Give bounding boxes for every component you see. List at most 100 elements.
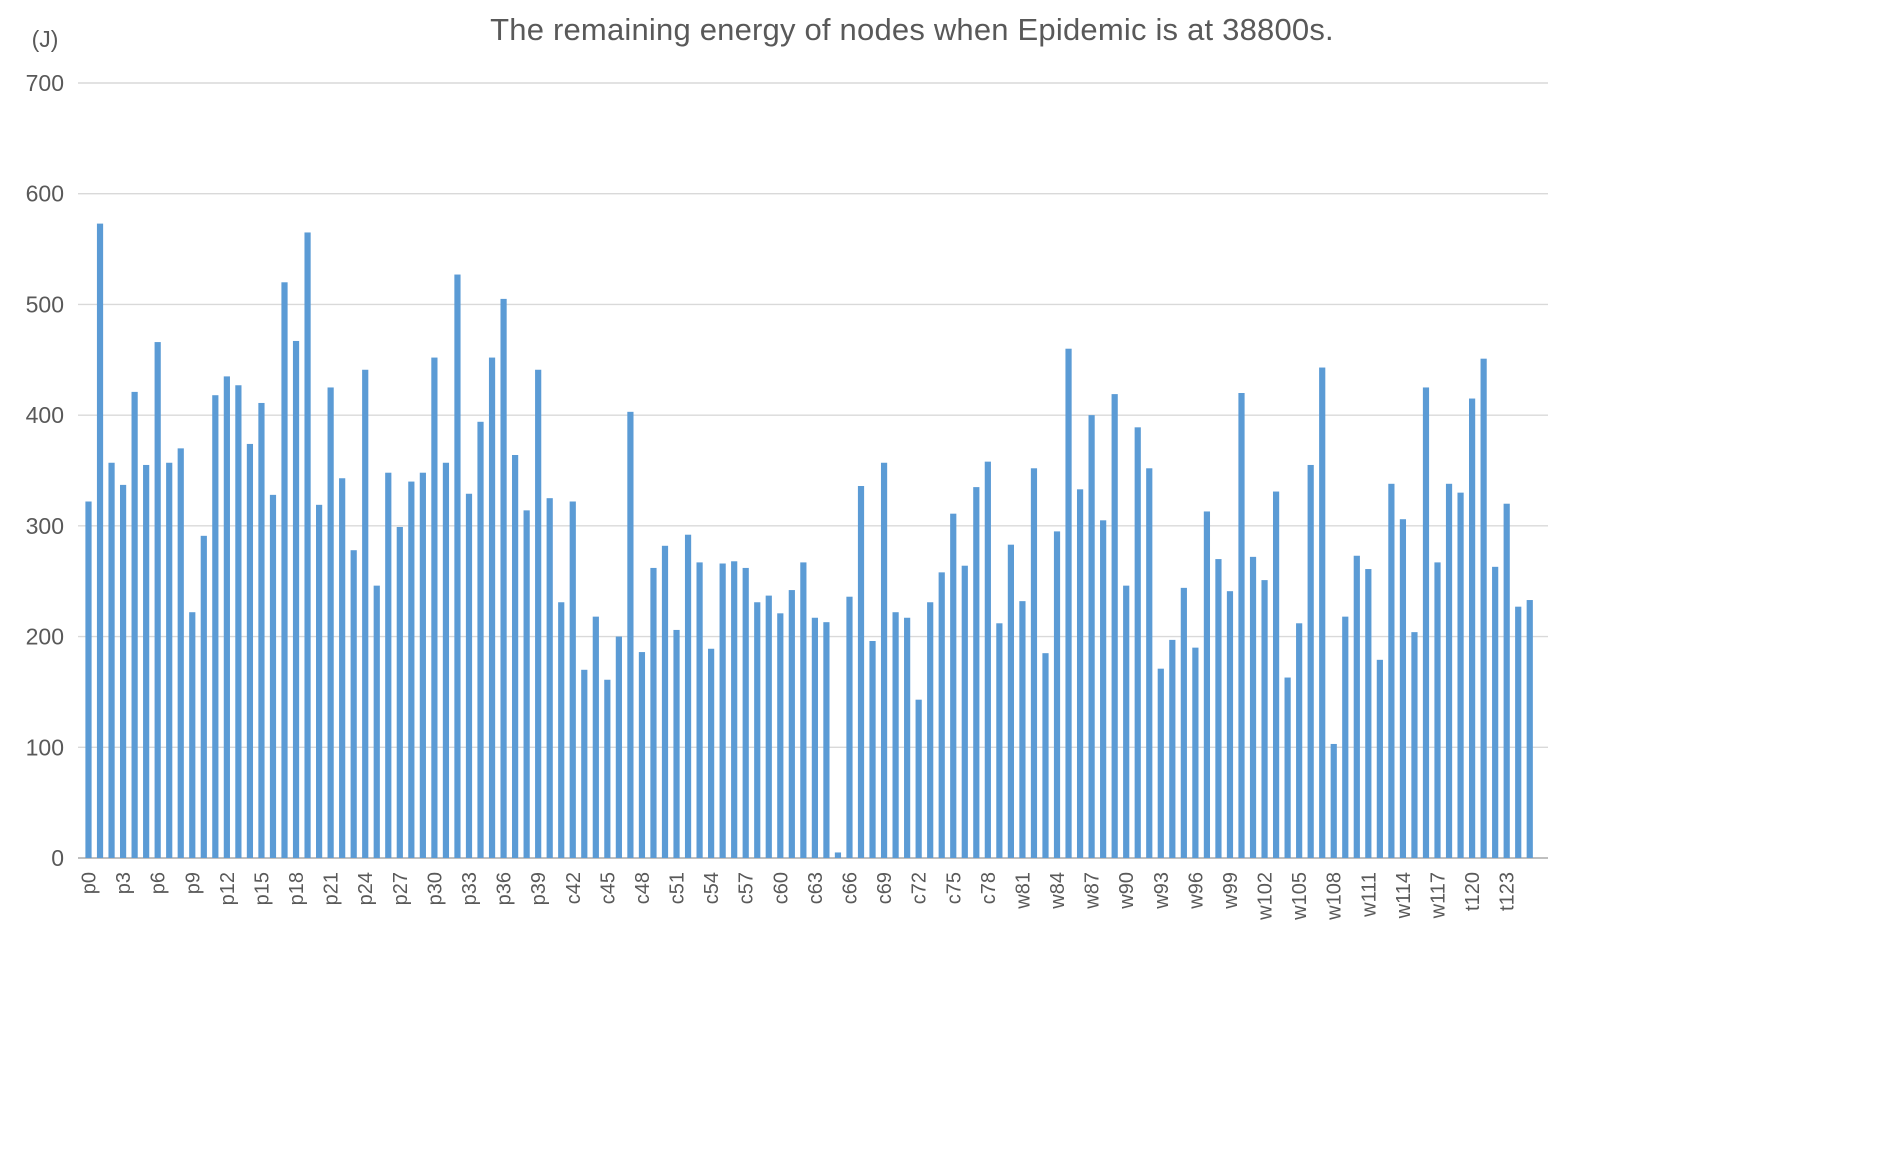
bar-c64 <box>823 622 830 858</box>
bar-c70 <box>892 612 899 858</box>
bar-w113 <box>1388 483 1395 858</box>
bar-c45 <box>604 679 611 858</box>
gridlines-group <box>78 82 1548 859</box>
bar-w90 <box>1123 585 1130 858</box>
bar-p32 <box>454 274 461 858</box>
bar-w114 <box>1399 519 1407 858</box>
bar-p22 <box>339 478 346 858</box>
x-tick-label-p30: p30 <box>424 872 446 905</box>
bar-w82 <box>1030 468 1038 858</box>
y-tick-label: 700 <box>26 70 64 96</box>
bar-w101 <box>1249 556 1257 858</box>
bar-w115 <box>1411 632 1418 858</box>
x-tick-label-w117: w117 <box>1428 872 1450 919</box>
x-tick-label-p18: p18 <box>286 872 308 905</box>
y-axis-unit-label: (J) <box>31 26 59 52</box>
x-tick-label-t123: t123 <box>1497 872 1519 911</box>
bar-p16 <box>269 494 277 858</box>
bar-w93 <box>1157 668 1164 858</box>
bar-c50 <box>661 545 669 858</box>
bar-p23 <box>350 550 357 858</box>
x-tick-label-w87: w87 <box>1082 872 1104 910</box>
x-tick-label-c72: c72 <box>909 872 931 904</box>
x-tick-label-c78: c78 <box>978 872 1000 904</box>
bar-t121 <box>1480 358 1487 858</box>
x-tick-label-c57: c57 <box>736 872 758 904</box>
y-tick-label: 200 <box>26 624 64 650</box>
bar-p40 <box>546 498 553 858</box>
bar-c69 <box>880 462 888 858</box>
bar-p25 <box>373 585 380 858</box>
bar-w116 <box>1422 387 1430 858</box>
x-tick-label-c48: c48 <box>632 872 654 904</box>
y-tick-label: 500 <box>26 291 64 317</box>
bar-p12 <box>223 376 230 858</box>
x-tick-label-w81: w81 <box>1012 872 1034 910</box>
bar-c68 <box>869 641 876 858</box>
x-tick-label-p6: p6 <box>148 872 170 894</box>
bar-t120 <box>1469 398 1476 858</box>
bar-c57 <box>742 567 749 858</box>
bar-w100 <box>1238 393 1245 858</box>
x-tick-label-c45: c45 <box>597 872 619 904</box>
x-tick-label-w84: w84 <box>1047 872 1069 910</box>
bar-w95 <box>1180 587 1187 858</box>
bar-w110 <box>1353 555 1360 858</box>
bar-p34 <box>477 421 484 858</box>
bar-c54 <box>708 648 715 858</box>
bar-w104 <box>1284 677 1291 858</box>
bar-p0 <box>85 501 92 858</box>
bar-c51 <box>673 629 680 858</box>
bar-c48 <box>638 652 646 858</box>
bar-c58 <box>754 602 761 858</box>
bar-c56 <box>731 561 738 858</box>
y-tick-label: 600 <box>26 181 64 207</box>
bar-p39 <box>535 369 542 858</box>
bar-w103 <box>1272 491 1280 858</box>
bar-w119 <box>1457 492 1464 858</box>
bar-p10 <box>200 535 207 858</box>
bar-p2 <box>108 462 115 858</box>
bar-p26 <box>385 472 392 858</box>
bars-group <box>85 223 1533 859</box>
x-tick-label-c75: c75 <box>943 872 965 904</box>
bar-w118 <box>1445 483 1453 858</box>
x-tick-label-w102: w102 <box>1255 872 1277 921</box>
x-tick-label-p12: p12 <box>217 872 239 905</box>
bar-p1 <box>96 223 104 859</box>
bar-c63 <box>811 617 818 858</box>
x-tick-label-c51: c51 <box>667 872 689 904</box>
bar-w105 <box>1296 623 1303 858</box>
x-tick-label-w114: w114 <box>1393 872 1415 919</box>
bar-p36 <box>500 298 507 858</box>
x-tick-label-p3: p3 <box>113 872 135 894</box>
bar-w92 <box>1146 468 1153 858</box>
y-tick-label: 100 <box>26 734 64 760</box>
x-tick-label-c54: c54 <box>701 872 723 904</box>
bar-c49 <box>650 567 657 858</box>
bar-c47 <box>627 411 634 858</box>
bar-w117 <box>1434 562 1441 858</box>
bar-c72 <box>915 699 922 858</box>
bar-w88 <box>1100 520 1107 858</box>
x-tick-label-p21: p21 <box>321 872 343 905</box>
x-tick-label-c42: c42 <box>563 872 585 904</box>
bar-p37 <box>512 455 519 858</box>
bar-p13 <box>235 385 242 858</box>
bar-c55 <box>719 563 726 858</box>
bar-c74 <box>938 572 945 858</box>
bar-c53 <box>696 562 703 858</box>
bar-w97 <box>1203 511 1211 858</box>
bar-w107 <box>1319 367 1326 858</box>
bar-p19 <box>304 232 311 858</box>
bar-w112 <box>1376 659 1383 858</box>
x-tick-label-p15: p15 <box>251 872 273 905</box>
x-tick-label-p27: p27 <box>390 872 412 905</box>
y-tick-label: 300 <box>26 513 64 539</box>
bar-w111 <box>1365 569 1372 858</box>
x-tick-label-w105: w105 <box>1289 872 1311 921</box>
bar-p15 <box>258 402 265 858</box>
bar-c77 <box>973 487 980 858</box>
bar-t125 <box>1526 600 1533 858</box>
